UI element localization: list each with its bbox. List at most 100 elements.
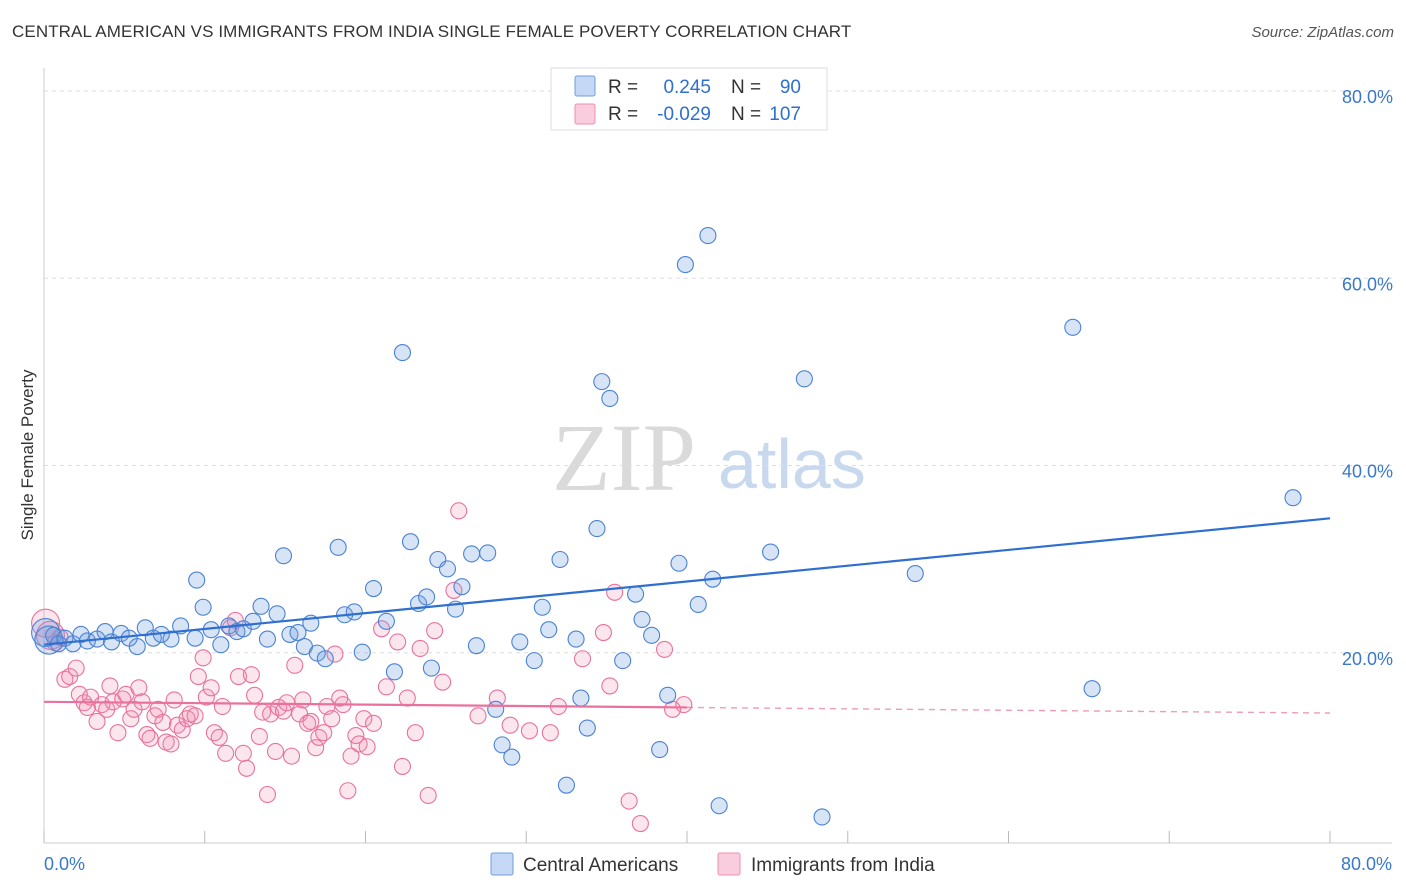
stats-r-value-central: 0.245: [663, 77, 711, 98]
central-american-point: [453, 578, 471, 596]
central-american-trend-line: [43, 517, 1331, 646]
india-point: [149, 700, 167, 718]
legend-swatch-india: [717, 852, 741, 876]
central-american-point: [699, 227, 717, 245]
india-point: [355, 710, 373, 728]
central-american-point: [316, 650, 334, 668]
x-tick-label-max: 80.0%: [1341, 854, 1392, 874]
central-american-point: [493, 736, 511, 754]
gridlines: [44, 90, 1392, 654]
india-point: [229, 667, 248, 686]
india-point: [426, 622, 444, 640]
legend-label-india: Immigrants from India: [751, 855, 935, 876]
stats-swatch-central: [574, 75, 596, 97]
central-american-point: [268, 605, 286, 623]
central-american-point: [689, 595, 707, 613]
india-point: [573, 650, 592, 668]
india-point: [234, 744, 252, 762]
central-american-point: [418, 588, 436, 606]
india-point: [61, 667, 79, 686]
central-american-point: [503, 748, 521, 766]
stats-n-value-india: 107: [769, 104, 801, 125]
central-american-point: [588, 520, 606, 538]
central-american-point: [258, 630, 276, 648]
central-american-point: [572, 689, 590, 707]
india-point: [165, 691, 183, 709]
watermark-zip: ZIP: [552, 404, 696, 511]
india-point: [168, 716, 186, 734]
india-point: [173, 721, 191, 739]
central-american-point: [188, 571, 206, 589]
legend-label-central: Central Americans: [523, 855, 678, 876]
central-american-point: [906, 565, 924, 583]
central-american-point: [557, 776, 575, 794]
india-point: [307, 739, 325, 757]
central-american-point: [651, 741, 669, 759]
india-point: [101, 677, 119, 695]
india-point: [342, 747, 360, 765]
central-american-point: [422, 659, 440, 677]
india-point: [186, 707, 204, 725]
stats-n-label-india: N =: [731, 104, 761, 125]
stats-swatch-india: [574, 103, 596, 125]
india-trend-line: [43, 700, 688, 709]
india-point: [411, 639, 429, 658]
india-point: [675, 696, 693, 714]
india-point: [286, 656, 304, 674]
central-american-point: [438, 560, 457, 578]
india-point: [109, 724, 127, 742]
stats-r-value-india: -0.029: [657, 104, 711, 125]
india-point: [202, 679, 220, 697]
india-point: [194, 649, 212, 667]
central-american-point: [128, 638, 146, 656]
india-point: [93, 696, 111, 714]
stats-n-label-central: N =: [731, 77, 761, 98]
central-american-point: [710, 797, 728, 815]
central-american-point: [34, 625, 64, 655]
x-tick-label-min: 0.0%: [44, 854, 85, 874]
india-point: [250, 727, 268, 746]
central-american-point: [353, 643, 371, 661]
legend-swatch-central: [490, 852, 514, 876]
india-point: [419, 786, 437, 804]
central-american-point: [1083, 680, 1101, 698]
chart-title: CENTRAL AMERICAN VS IMMIGRANTS FROM INDI…: [12, 22, 852, 41]
central-american-point: [593, 373, 611, 391]
central-american-point: [345, 603, 363, 621]
central-american-point: [540, 621, 558, 639]
trend-lines: [43, 517, 1331, 714]
y-tick-labels: 20.0% 40.0% 60.0% 80.0%: [1342, 87, 1393, 669]
india-point: [283, 747, 301, 765]
central-american-point: [1064, 318, 1082, 336]
central-american-point: [401, 533, 420, 551]
india-point: [594, 623, 612, 642]
india-point: [606, 583, 624, 601]
chart-source: Source: ZipAtlas.com: [1251, 24, 1394, 41]
central-american-point: [162, 630, 180, 648]
central-american-point: [377, 612, 395, 630]
y-tick-label: 60.0%: [1342, 274, 1393, 294]
india-point: [141, 729, 159, 747]
stats-r-label-india: R =: [608, 104, 638, 125]
india-point: [217, 744, 235, 762]
central-american-point: [329, 538, 347, 556]
central-american-point: [525, 652, 543, 670]
central-american-point: [551, 550, 569, 569]
india-point: [258, 785, 276, 804]
central-american-point: [533, 598, 551, 616]
y-tick-label: 40.0%: [1342, 462, 1393, 482]
india-point: [323, 710, 341, 728]
india-point: [205, 724, 223, 742]
legend: Central Americans Immigrants from India: [490, 852, 935, 876]
central-american-point: [795, 370, 813, 388]
india-point: [67, 659, 85, 677]
india-point: [278, 694, 296, 712]
india-trend-line-extension: [686, 706, 1331, 714]
india-point: [398, 689, 416, 707]
central-american-point: [194, 598, 212, 616]
central-american-point: [601, 389, 619, 408]
central-american-point: [670, 554, 688, 572]
india-point: [406, 724, 424, 742]
india-point: [88, 712, 106, 731]
india-point: [78, 698, 96, 716]
